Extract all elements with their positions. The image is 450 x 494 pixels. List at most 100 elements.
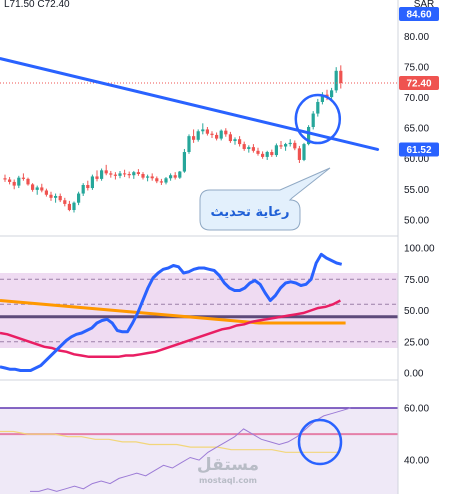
last-price-badge-bg [399, 76, 439, 91]
candle-up [132, 172, 136, 176]
candle-down [242, 144, 246, 149]
price-panel[interactable]: رعاية تحديث L71.50 C72.40 [0, 0, 398, 231]
callout-shape [199, 167, 331, 231]
candle-down [205, 129, 209, 134]
rsi-panel[interactable] [0, 252, 398, 372]
price-tick-label: 75.00 [404, 63, 429, 74]
candle-down [297, 148, 301, 160]
axis-ticks: 80.00 75.00 70.00 65.00 60.00 55.00 50.00 100.0… [404, 32, 435, 467]
candle-down [113, 174, 117, 176]
candle-up [196, 131, 200, 140]
candle-down [215, 134, 219, 139]
last-price-badge: 72.40 [406, 79, 431, 90]
highlight-circle [294, 93, 342, 145]
ohlc-header: L71.50 C72.40 [4, 0, 70, 10]
watermark-text: مستقل [197, 455, 259, 475]
callout-text: رعاية تحديث [211, 205, 290, 220]
candle-down [224, 130, 228, 135]
rsi-ma-orange-line [0, 299, 346, 325]
candle-down [12, 181, 16, 186]
candle-up [265, 152, 269, 157]
candle-up [54, 195, 58, 198]
candle-down [251, 147, 255, 151]
candle-down [31, 184, 35, 190]
trendline-badge-bg [399, 142, 439, 157]
candle-up [35, 187, 39, 190]
candle-down [293, 142, 297, 149]
candle-up [17, 177, 21, 186]
candle-up [118, 173, 122, 176]
candle-down [261, 153, 265, 157]
candle-down [86, 184, 90, 189]
price-tick-label: 60.00 [404, 154, 429, 165]
candle-down [173, 175, 177, 178]
candle-down [192, 136, 196, 140]
candle-up [334, 70, 338, 91]
candle-down [150, 176, 154, 179]
candle-down [49, 194, 53, 198]
candle-down [3, 178, 7, 180]
trendline [0, 57, 380, 151]
candle-down [256, 150, 260, 154]
callout-bubble: رعاية تحديث [199, 167, 331, 231]
price-tick-label: 70.00 [404, 93, 429, 104]
candle-down [123, 173, 127, 175]
candle-down [127, 174, 131, 176]
lower-tick-label: 40.00 [404, 456, 429, 467]
lower-tick-label: 60.00 [404, 404, 429, 415]
lower-panel[interactable] [0, 407, 398, 494]
rsi-tick-label: 25.00 [404, 337, 429, 348]
candle-down [8, 179, 12, 182]
rsi-band [0, 273, 398, 348]
price-tick-label: 50.00 [404, 215, 429, 226]
candle-up [288, 142, 292, 145]
candle-up [307, 126, 311, 145]
candle-down [95, 176, 99, 179]
candle-up [187, 136, 191, 153]
candle-up [164, 178, 168, 183]
candle-up [169, 175, 173, 179]
price-tick-label: 55.00 [404, 185, 429, 196]
rsi-bands [0, 273, 398, 348]
top-price-badge-bg [399, 7, 439, 21]
candle-up [219, 130, 223, 139]
price-axis[interactable]: SAR 80.00 75.00 70.00 65.00 60.00 55.00 50.00 1… [397, 0, 450, 494]
candle-down [44, 190, 48, 195]
candle-up [72, 202, 76, 211]
candle-down [104, 170, 108, 174]
candle-up [146, 176, 150, 178]
candle-down [40, 187, 44, 191]
candle-down [210, 133, 214, 135]
axis-badges: 84.60 72.40 61.52 [399, 7, 439, 157]
candle-down [159, 181, 163, 183]
candle-up [201, 129, 205, 132]
candle-up [81, 184, 85, 194]
candle-down [63, 200, 67, 204]
candle-down [279, 145, 283, 147]
candle-down [109, 173, 113, 175]
watermark: مستقل mostaql.com [197, 455, 259, 485]
candle-up [274, 145, 278, 156]
candle-up [330, 90, 334, 98]
candle-down [270, 152, 274, 156]
candle-down [136, 172, 140, 174]
candle-up [302, 144, 306, 160]
currency-label: SAR [414, 0, 435, 10]
rsi-tick-label: 0.00 [404, 369, 424, 380]
candle-down [228, 134, 232, 142]
candle-down [21, 177, 25, 179]
rsi-tick-label: 75.00 [404, 275, 429, 286]
candle-down [155, 178, 159, 182]
candle-up [284, 144, 288, 147]
candle-up [316, 101, 320, 114]
rsi-tick-label: 50.00 [404, 306, 429, 317]
candle-down [339, 70, 343, 84]
highlight-circle-lower [297, 418, 343, 466]
candle-up [311, 113, 315, 127]
lower-purple-line [30, 407, 351, 492]
candlestick-series [3, 65, 343, 213]
candle-up [178, 171, 182, 178]
candle-up [320, 94, 324, 102]
candle-up [90, 176, 94, 189]
